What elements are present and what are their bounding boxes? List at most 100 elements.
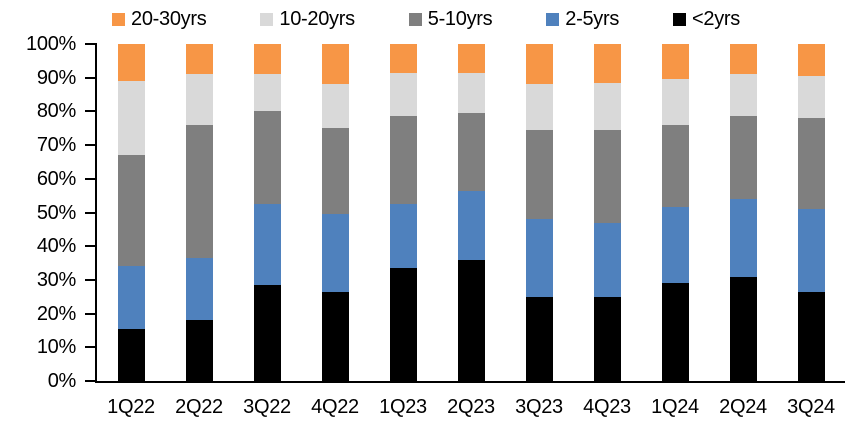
legend-item-20-30yrs: 20-30yrs	[112, 7, 207, 31]
bar-4q22	[321, 44, 349, 381]
x-axis-label: 1Q22	[107, 396, 155, 418]
y-axis-label: 10%	[36, 336, 76, 359]
bar-segment-10-20yrs	[389, 72, 417, 117]
bar-segment-5-10yrs	[389, 116, 417, 205]
x-axis-label: 3Q23	[515, 396, 563, 418]
y-axis-label: 50%	[36, 201, 76, 224]
x-axis-label: 1Q24	[651, 396, 699, 418]
x-axis-label: 2Q24	[719, 396, 767, 418]
y-axis-label: 60%	[36, 167, 76, 190]
bar-segment-2yrs	[525, 296, 553, 381]
bar-segment-2yrs	[389, 268, 417, 381]
legend-item-10-20yrs: 10-20yrs	[260, 7, 355, 31]
bar-segment-10-20yrs	[185, 74, 213, 125]
bar-segment-2yrs	[457, 259, 485, 381]
bar-segment-2-5yrs	[797, 209, 825, 292]
y-axis-tick	[85, 346, 97, 349]
bar-segment-5-10yrs	[321, 128, 349, 215]
bar-3q24	[797, 44, 825, 381]
bar-2q24	[729, 44, 757, 381]
bar-segment-20-30yrs	[389, 44, 417, 73]
legend-item-2yrs: <2yrs	[673, 8, 740, 31]
bar-3q23	[525, 44, 553, 381]
legend-swatch-icon	[112, 12, 125, 26]
bar-segment-2-5yrs	[593, 222, 621, 297]
x-axis-label: 4Q22	[311, 396, 359, 418]
bar-segment-5-10yrs	[797, 118, 825, 210]
legend-item-5-10yrs: 5-10yrs	[408, 7, 493, 31]
bar-segment-2yrs	[253, 284, 281, 381]
bar-segment-2-5yrs	[457, 190, 485, 260]
bar-segment-2yrs	[117, 328, 145, 381]
x-axis-label: 2Q22	[175, 396, 223, 418]
bar-segment-20-30yrs	[185, 44, 213, 75]
y-axis-label: 30%	[36, 268, 76, 291]
bar-segment-10-20yrs	[797, 76, 825, 119]
x-axis-label: 3Q22	[243, 396, 291, 418]
bar-segment-2yrs	[593, 296, 621, 381]
y-axis-tick	[85, 76, 97, 79]
bar-segment-2-5yrs	[253, 204, 281, 285]
x-axis-label: 4Q23	[583, 396, 631, 418]
bar-segment-2yrs	[185, 320, 213, 381]
y-axis-label: 20%	[36, 302, 76, 325]
bar-segment-20-30yrs	[797, 44, 825, 77]
y-axis-tick	[85, 312, 97, 315]
bar-segment-2yrs	[797, 291, 825, 381]
legend-swatch-icon	[260, 12, 274, 26]
y-axis-tick	[85, 144, 97, 147]
bar-segment-5-10yrs	[253, 111, 281, 205]
y-axis-label: 70%	[36, 134, 76, 157]
bar-segment-10-20yrs	[117, 81, 145, 156]
bar-segment-2-5yrs	[321, 214, 349, 292]
x-axis-label: 1Q23	[379, 396, 427, 418]
bar-segment-10-20yrs	[593, 82, 621, 130]
y-axis-tick	[85, 380, 97, 382]
legend-label: 2-5yrs	[565, 7, 620, 30]
y-axis-tick	[85, 110, 97, 113]
bar-4q23	[593, 44, 621, 381]
y-axis-tick	[85, 245, 97, 248]
y-axis-label: 0%	[47, 370, 77, 392]
bar-segment-2yrs	[321, 291, 349, 381]
bar-segment-10-20yrs	[525, 84, 553, 130]
legend-label: 5-10yrs	[427, 7, 493, 30]
legend-label: 20-30yrs	[131, 7, 207, 30]
legend-item-2-5yrs: 2-5yrs	[546, 8, 619, 31]
bar-2q22	[185, 44, 213, 381]
bar-1q23	[389, 44, 417, 381]
bar-segment-5-10yrs	[457, 113, 485, 191]
y-axis-tick	[85, 211, 97, 214]
y-axis-tick	[85, 177, 97, 180]
bar-1q24	[661, 44, 689, 381]
bar-segment-10-20yrs	[253, 74, 281, 112]
legend-swatch-icon	[408, 12, 422, 26]
bar-segment-20-30yrs	[593, 44, 621, 83]
bar-segment-2-5yrs	[729, 199, 757, 277]
plot-area	[95, 44, 845, 383]
legend: 20-30yrs 10-20yrs 5-10yrs 2-5yrs <2yrs	[112, 6, 740, 32]
bar-segment-5-10yrs	[525, 129, 553, 220]
bar-segment-20-30yrs	[253, 44, 281, 75]
bar-segment-5-10yrs	[661, 124, 689, 208]
bar-segment-5-10yrs	[117, 155, 145, 267]
bar-segment-20-30yrs	[117, 44, 145, 82]
bar-2q23	[457, 44, 485, 381]
bar-segment-20-30yrs	[457, 44, 485, 73]
y-axis-label: 100%	[26, 33, 76, 55]
legend-label: 10-20yrs	[279, 7, 355, 30]
bar-segment-5-10yrs	[729, 116, 757, 200]
bar-segment-10-20yrs	[661, 79, 689, 125]
legend-label: <2yrs	[692, 7, 740, 30]
bar-segment-2-5yrs	[525, 219, 553, 297]
y-axis-label: 80%	[36, 100, 76, 123]
bar-segment-2yrs	[729, 276, 757, 381]
bar-segment-10-20yrs	[321, 84, 349, 129]
bar-1q22	[117, 44, 145, 381]
y-axis-tick	[85, 278, 97, 281]
x-axis-label: 3Q24	[787, 396, 835, 418]
y-axis-tick	[85, 43, 97, 45]
y-axis-label: 40%	[36, 235, 76, 258]
legend-swatch-icon	[673, 12, 687, 26]
